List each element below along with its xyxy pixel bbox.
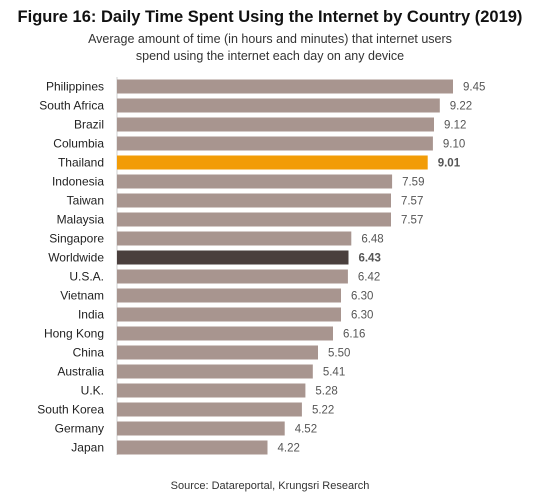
category-label-china: China bbox=[73, 346, 105, 360]
value-label-hong-kong: 6.16 bbox=[343, 329, 365, 341]
value-label-taiwan: 7.57 bbox=[401, 196, 423, 208]
category-label-japan: Japan bbox=[71, 441, 104, 455]
value-label-brazil: 9.12 bbox=[444, 120, 466, 132]
value-label-malaysia: 7.57 bbox=[401, 215, 423, 227]
bar-taiwan bbox=[117, 193, 391, 208]
category-label-germany: Germany bbox=[55, 422, 104, 436]
category-label-hong-kong: Hong Kong bbox=[44, 327, 104, 341]
bar-hong-kong bbox=[117, 326, 333, 341]
category-label-singapore: Singapore bbox=[49, 232, 104, 246]
value-label-south-korea: 5.22 bbox=[312, 405, 334, 417]
value-label-australia: 5.41 bbox=[323, 367, 345, 379]
category-label-thailand: Thailand bbox=[58, 156, 104, 170]
chart-source: Source: Datareportal, Krungsri Research bbox=[170, 480, 370, 492]
bar-malaysia bbox=[117, 212, 391, 227]
value-label-singapore: 6.48 bbox=[361, 234, 383, 246]
value-label-u-s-a: 6.42 bbox=[358, 272, 380, 284]
bar-germany bbox=[117, 421, 285, 436]
chart-subtitle-line-2: spend using the internet each day on any… bbox=[135, 49, 405, 63]
bar-singapore bbox=[117, 231, 352, 246]
value-label-u-k: 5.28 bbox=[315, 386, 337, 398]
category-label-australia: Australia bbox=[57, 365, 104, 379]
category-label-malaysia: Malaysia bbox=[57, 213, 105, 227]
bar-philippines bbox=[117, 79, 453, 94]
category-label-philippines: Philippines bbox=[46, 80, 104, 94]
category-label-taiwan: Taiwan bbox=[67, 194, 104, 208]
category-label-worldwide: Worldwide bbox=[48, 251, 104, 265]
bar-columbia bbox=[117, 136, 433, 151]
bar-u-k bbox=[117, 383, 306, 398]
category-label-columbia: Columbia bbox=[53, 137, 104, 151]
category-label-south-africa: South Africa bbox=[39, 99, 104, 113]
category-label-south-korea: South Korea bbox=[37, 403, 104, 417]
bar-brazil bbox=[117, 117, 434, 132]
bar-thailand bbox=[117, 155, 428, 170]
category-label-brazil: Brazil bbox=[74, 118, 104, 132]
value-label-columbia: 9.10 bbox=[443, 139, 465, 151]
value-label-india: 6.30 bbox=[351, 310, 373, 322]
value-label-vietnam: 6.30 bbox=[351, 291, 373, 303]
bar-u-s-a bbox=[117, 269, 348, 284]
bar-india bbox=[117, 307, 341, 322]
value-label-worldwide: 6.43 bbox=[358, 253, 380, 265]
value-label-thailand: 9.01 bbox=[438, 158, 461, 170]
value-label-china: 5.50 bbox=[328, 348, 350, 360]
bar-south-korea bbox=[117, 402, 302, 417]
bar-australia bbox=[117, 364, 313, 379]
bar-south-africa bbox=[117, 98, 440, 113]
bar-worldwide bbox=[117, 250, 349, 265]
value-label-germany: 4.52 bbox=[295, 424, 317, 436]
category-label-u-k: U.K. bbox=[81, 384, 104, 398]
category-label-vietnam: Vietnam bbox=[60, 289, 104, 303]
bar-vietnam bbox=[117, 288, 341, 303]
bar-china bbox=[117, 345, 318, 360]
category-label-indonesia: Indonesia bbox=[52, 175, 104, 189]
bar-japan bbox=[117, 440, 268, 455]
chart-subtitle: Average amount of time (in hours and min… bbox=[0, 31, 540, 65]
category-label-india: India bbox=[78, 308, 104, 322]
value-label-indonesia: 7.59 bbox=[402, 177, 424, 189]
chart-subtitle-line-1: Average amount of time (in hours and min… bbox=[88, 32, 452, 46]
chart-title: Figure 16: Daily Time Spent Using the In… bbox=[17, 8, 523, 26]
category-label-u-s-a: U.S.A. bbox=[69, 270, 104, 284]
value-label-japan: 4.22 bbox=[277, 443, 299, 455]
bar-indonesia bbox=[117, 174, 393, 189]
value-label-south-africa: 9.22 bbox=[450, 101, 472, 113]
value-label-philippines: 9.45 bbox=[463, 82, 485, 94]
